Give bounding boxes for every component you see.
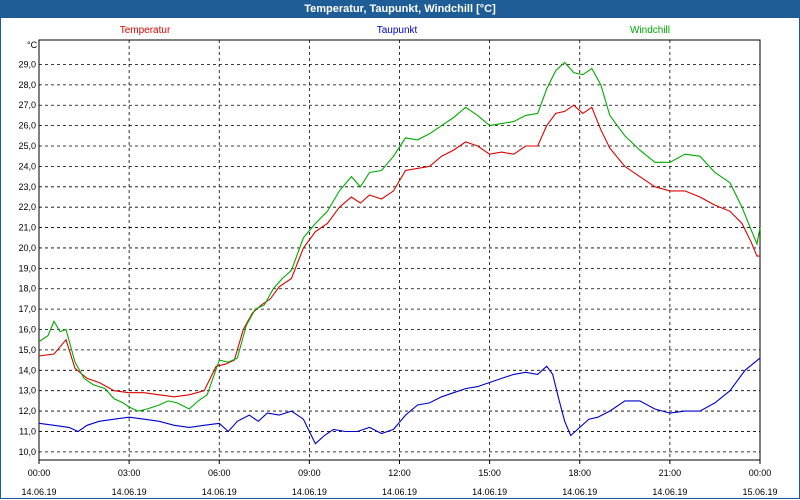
x-axis: 00:00 14.06.19 03:00 14.06.19 06:00 14.06.19 0… [21,460,778,497]
x-tick-date: 14.06.19 [472,487,507,497]
x-tick-time: 12:00 [388,468,411,478]
y-tick-label: 22,0 [18,202,36,212]
x-tick-time: 06:00 [208,468,231,478]
y-tick-label: 27,0 [18,100,36,110]
y-tick-label: 21,0 [18,223,36,233]
y-tick-label: 16,0 [18,325,36,335]
y-tick-label: 28,0 [18,80,36,90]
y-tick-label: 12,0 [18,406,36,416]
x-tick-date: 14.06.19 [562,487,597,497]
chart-title: Temperatur, Taupunkt, Windchill [°C] [304,3,496,15]
x-tick-date: 14.06.19 [21,487,56,497]
x-tick-date: 14.06.19 [292,487,327,497]
y-tick-label: 15,0 [18,345,36,355]
x-tick-date: 14.06.19 [382,487,417,497]
series-line-temperatur [38,104,760,398]
y-tick-label: 19,0 [18,263,36,273]
y-tick-label: 25,0 [18,141,36,151]
y-tick-label: 23,0 [18,182,36,192]
series-line-windchill [38,61,761,412]
x-tick-date: 14.06.19 [112,487,147,497]
x-tick-time: 18:00 [568,468,591,478]
x-tick-date: 14.06.19 [202,487,237,497]
y-tick-label: 13,0 [18,386,36,396]
legend: Temperatur Taupunkt Windchill [120,25,670,36]
y-tick-label: 26,0 [18,121,36,131]
y-tick-label: 20,0 [18,243,36,253]
legend-windchill: Windchill [630,25,670,36]
y-axis: 10,0 11,0 12,0 13,0 14,0 15,0 16,0 17,0 18,0 19,0… [18,59,36,456]
series-lines [38,61,761,445]
y-tick-label: 29,0 [18,59,36,69]
y-tick-label: 11,0 [19,426,36,436]
y-axis-label: °C [27,40,38,50]
x-tick-time: 00:00 [749,468,772,478]
chart-title-bar: Temperatur, Taupunkt, Windchill [°C] [0,0,800,18]
x-tick-time: 21:00 [659,468,682,478]
x-tick-time: 15:00 [478,468,501,478]
y-tick-label: 17,0 [18,304,36,314]
legend-temperatur: Temperatur [120,25,171,36]
x-tick-time: 00:00 [28,468,51,478]
x-tick-time: 09:00 [298,468,321,478]
y-tick-label: 24,0 [18,161,36,171]
series-line-taupunkt [38,357,761,445]
x-tick-date: 14.06.19 [652,487,687,497]
x-tick-date: 15.06.19 [742,487,777,497]
legend-taupunkt: Taupunkt [377,25,418,36]
y-tick-label: 18,0 [18,284,36,294]
y-tick-label: 14,0 [18,365,36,375]
chart-grid [39,40,760,460]
y-tick-label: 10,0 [18,447,36,457]
x-tick-time: 03:00 [118,468,141,478]
temperature-chart: 10,0 11,0 12,0 13,0 14,0 15,0 16,0 17,0 18,0 19,0… [18,25,778,497]
